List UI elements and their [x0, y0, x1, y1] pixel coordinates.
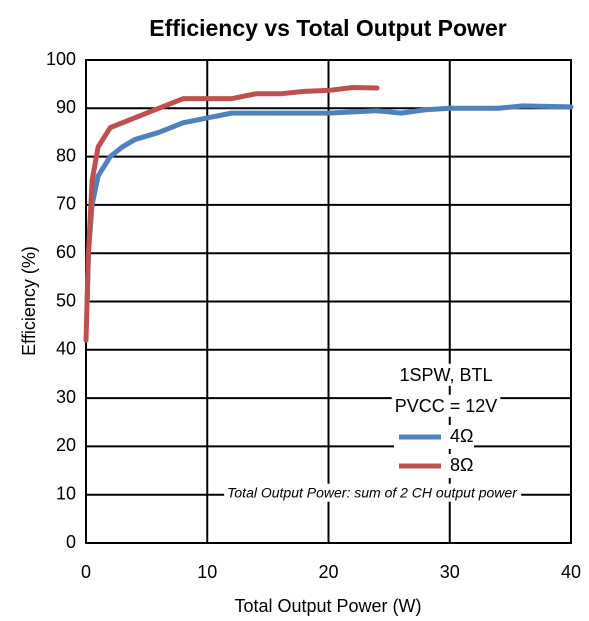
x-tick-label: 30: [440, 562, 460, 582]
y-tick-label: 50: [56, 290, 76, 310]
legend-title-group: 1SPW, BTL: [396, 363, 496, 386]
y-tick-label: 80: [56, 145, 76, 165]
y-tick-label: 0: [66, 532, 76, 552]
annotation-background: [224, 483, 522, 502]
y-tick-label: 10: [56, 483, 76, 503]
x-tick-label: 20: [318, 562, 338, 582]
y-axis-label: Efficiency (%): [19, 246, 39, 356]
y-tick-label: 70: [56, 194, 76, 214]
annotation-group: Total Output Power: sum of 2 CH output p…: [224, 483, 522, 502]
y-tick-label: 30: [56, 387, 76, 407]
legend-label: 8Ω: [450, 455, 473, 475]
series-line: [84, 103, 574, 304]
y-tick-label: 60: [56, 242, 76, 262]
legend-title-group: PVCC = 12V: [391, 394, 501, 417]
y-tick-label: 100: [46, 49, 76, 69]
x-tick-label: 10: [197, 562, 217, 582]
legend-title-background: [396, 363, 496, 386]
series-line: [83, 85, 380, 343]
y-tick-label: 20: [56, 435, 76, 455]
legend-title: 1SPW, BTL: [399, 365, 492, 385]
x-tick-label: 40: [561, 562, 581, 582]
annotation: Total Output Power: sum of 2 CH output p…: [227, 485, 518, 501]
x-axis-label: Total Output Power (W): [234, 596, 421, 616]
y-tick-label: 90: [56, 97, 76, 117]
chart-title: Efficiency vs Total Output Power: [149, 15, 506, 41]
legend-title-background: [391, 394, 501, 417]
legend-label: 4Ω: [450, 426, 473, 446]
y-tick-label: 40: [56, 339, 76, 359]
x-tick-label: 0: [81, 562, 91, 582]
legend-title: PVCC = 12V: [395, 396, 498, 416]
